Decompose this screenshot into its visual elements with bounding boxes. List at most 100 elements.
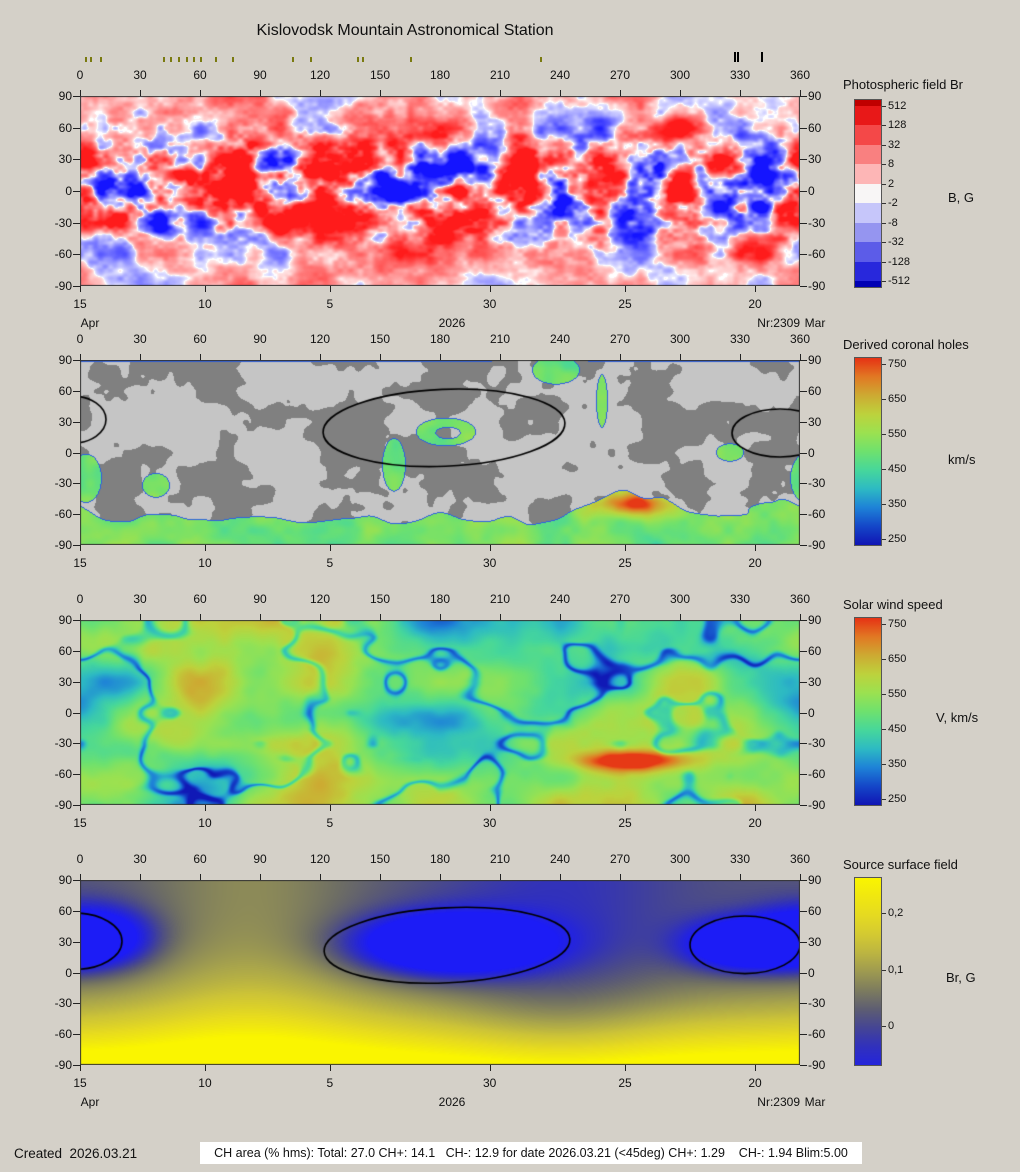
- axis-tick: [800, 483, 807, 485]
- colorbar-unit-photospheric: B, G: [948, 190, 975, 205]
- lon-tick-label: 30: [133, 332, 147, 346]
- lat-tick-label: -30: [808, 996, 826, 1011]
- axis-tick: [882, 624, 886, 625]
- axis-tick: [800, 874, 801, 880]
- axis-tick: [800, 222, 807, 224]
- axis-tick: [800, 614, 801, 620]
- colorbar-segment: [855, 164, 881, 184]
- lon-tick-label: 240: [549, 332, 571, 346]
- observation-marker: [734, 52, 736, 62]
- axis-tick: [755, 805, 756, 811]
- day-tick-label: 15: [73, 816, 87, 830]
- axis-tick: [800, 712, 807, 714]
- colorbar-tick-label: 0,2: [888, 906, 904, 919]
- lon-tick-label: 120: [309, 852, 331, 866]
- rotation-number-label: Nr:2309: [757, 1095, 800, 1109]
- lat-tick-label: 60: [808, 903, 822, 918]
- day-tick-label: 5: [326, 556, 334, 570]
- lat-tick-label: 30: [808, 414, 822, 429]
- axis-tick: [73, 159, 80, 161]
- lon-tick-label: 360: [789, 592, 811, 606]
- lat-tick-label: -90: [808, 279, 826, 293]
- lon-tick-label: 270: [609, 852, 631, 866]
- lat-tick-label: -60: [808, 247, 826, 262]
- axis-tick: [882, 912, 886, 914]
- observation-marker: [178, 57, 180, 62]
- lon-tick-label: 180: [429, 68, 451, 82]
- lat-tick-label: 0: [808, 445, 815, 460]
- lat-tick-label: 0: [65, 705, 72, 720]
- axis-tick: [882, 799, 886, 800]
- axis-tick: [80, 286, 81, 292]
- axis-tick: [882, 969, 886, 971]
- colorbar-segment: [855, 125, 881, 145]
- observation-marker: [737, 52, 739, 62]
- colorbar-segment: [855, 242, 881, 262]
- axis-tick: [882, 106, 886, 107]
- colorbar-tick-label: 2: [888, 177, 895, 190]
- axis-tick: [755, 1065, 756, 1071]
- lat-tick-label: 0: [808, 965, 815, 980]
- lon-tick-label: 210: [489, 68, 511, 82]
- axis-tick: [882, 144, 886, 146]
- lon-tick-label: 0: [76, 592, 84, 606]
- axis-tick: [800, 360, 807, 361]
- axis-tick: [73, 1065, 80, 1066]
- lon-tick-label: 0: [76, 332, 84, 346]
- colorbar-tick-label: 550: [888, 428, 907, 440]
- observation-marker: [90, 57, 92, 62]
- axis-tick: [800, 452, 807, 454]
- axis-tick: [882, 659, 886, 660]
- lon-tick-label: 240: [549, 852, 571, 866]
- observation-marker: [232, 57, 234, 62]
- axis-tick: [800, 1003, 807, 1005]
- colorbar-unit-wind-speed: V, km/s: [936, 710, 979, 725]
- day-tick-label: 15: [73, 1076, 87, 1090]
- lat-tick-label: -30: [808, 476, 826, 491]
- axis-tick: [73, 880, 80, 881]
- lon-tick-label: 210: [489, 332, 511, 346]
- axis-tick: [329, 545, 331, 551]
- axis-tick: [882, 222, 886, 224]
- lat-tick-label: 90: [808, 613, 822, 627]
- lon-tick-label: 30: [133, 68, 147, 82]
- observation-marker: [362, 57, 364, 62]
- axis-tick: [882, 364, 886, 365]
- axis-tick: [204, 286, 206, 292]
- axis-tick: [329, 286, 331, 292]
- day-tick-label: 20: [748, 297, 762, 311]
- observation-marker: [193, 57, 195, 62]
- axis-tick: [800, 421, 807, 423]
- colorbar-segment: [855, 183, 881, 204]
- axis-tick: [73, 743, 80, 745]
- colorbar-segment: [855, 261, 881, 281]
- lat-tick-label: -60: [54, 247, 72, 262]
- colorbar-source-surface: [854, 877, 882, 1066]
- axis-tick: [882, 729, 886, 730]
- lon-tick-label: 0: [76, 852, 84, 866]
- axis-tick: [329, 805, 331, 811]
- colorbar-tick-label: 650: [888, 653, 907, 665]
- axis-tick: [882, 281, 886, 282]
- lon-tick-label: 330: [729, 332, 751, 346]
- axis-tick: [800, 545, 807, 546]
- axis-tick: [800, 805, 807, 806]
- lat-tick-label: 90: [808, 89, 822, 103]
- axis-tick: [800, 910, 807, 912]
- lat-tick-label: 90: [808, 353, 822, 367]
- axis-tick: [489, 545, 491, 551]
- lon-tick-label: 210: [489, 852, 511, 866]
- day-tick-label: 15: [73, 297, 87, 311]
- axis-tick: [489, 1065, 491, 1071]
- lat-tick-label: -90: [54, 279, 72, 293]
- month-label: Apr: [80, 1095, 100, 1109]
- colorbar-tick-label: -512: [888, 275, 911, 287]
- colorbar-tick-label: 750: [888, 358, 907, 370]
- lon-tick-label: 300: [669, 68, 691, 82]
- axis-tick: [73, 972, 80, 974]
- observation-marker: [186, 57, 188, 62]
- lat-tick-label: -60: [808, 1027, 826, 1042]
- axis-tick: [800, 159, 807, 161]
- lat-tick-label: -90: [54, 538, 72, 552]
